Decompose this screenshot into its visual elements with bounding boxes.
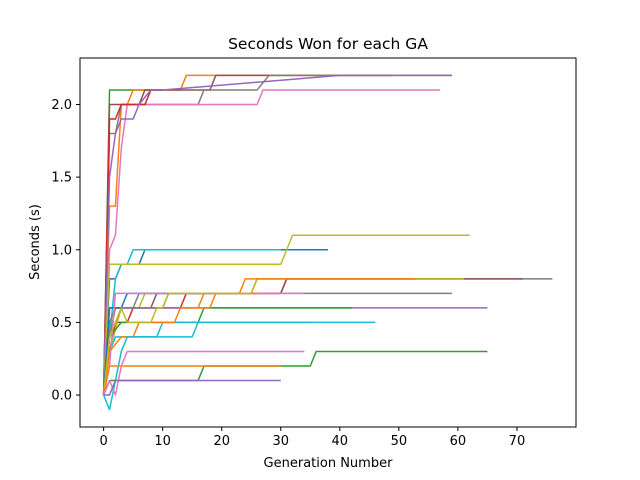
- y-tick-label: 1.0: [51, 243, 72, 258]
- x-tick-label: 20: [213, 434, 230, 449]
- y-tick-label: 0.0: [51, 389, 72, 404]
- x-tick-label: 0: [99, 434, 107, 449]
- series-line-4: [102, 74, 452, 396]
- y-tick-label: 2.0: [51, 98, 72, 113]
- series-line-26: [102, 365, 281, 396]
- y-tick-label: 0.5: [51, 316, 72, 331]
- series-line-27: [102, 350, 305, 396]
- y-axis-label: Seconds (s): [28, 204, 43, 280]
- series-layer: [102, 74, 553, 411]
- series-line-7: [102, 74, 452, 396]
- x-tick-label: 30: [272, 434, 289, 449]
- series-line-5: [102, 89, 441, 396]
- x-tick-label: 60: [450, 434, 467, 449]
- y-tick-label: 1.5: [51, 171, 72, 186]
- plot-area: [80, 58, 576, 427]
- series-line-24: [102, 321, 311, 411]
- x-tick-label: 10: [154, 434, 171, 449]
- x-tick-label: 50: [391, 434, 408, 449]
- series-line-22: [102, 292, 258, 396]
- series-line-28: [103, 379, 281, 396]
- x-axis: 0 10 20 30 40 50 60 70: [99, 427, 525, 449]
- chart-title: Seconds Won for each GA: [228, 35, 428, 53]
- x-axis-label: Generation Number: [264, 456, 394, 471]
- series-line-23: [102, 292, 252, 396]
- series-line-21: [102, 292, 305, 396]
- series-line-10: [102, 234, 470, 396]
- y-axis: 0.0 0.5 1.0 1.5 2.0: [51, 98, 80, 404]
- plot-frame: [79, 57, 577, 428]
- x-tick-label: 40: [332, 434, 349, 449]
- x-tick-label: 70: [509, 434, 526, 449]
